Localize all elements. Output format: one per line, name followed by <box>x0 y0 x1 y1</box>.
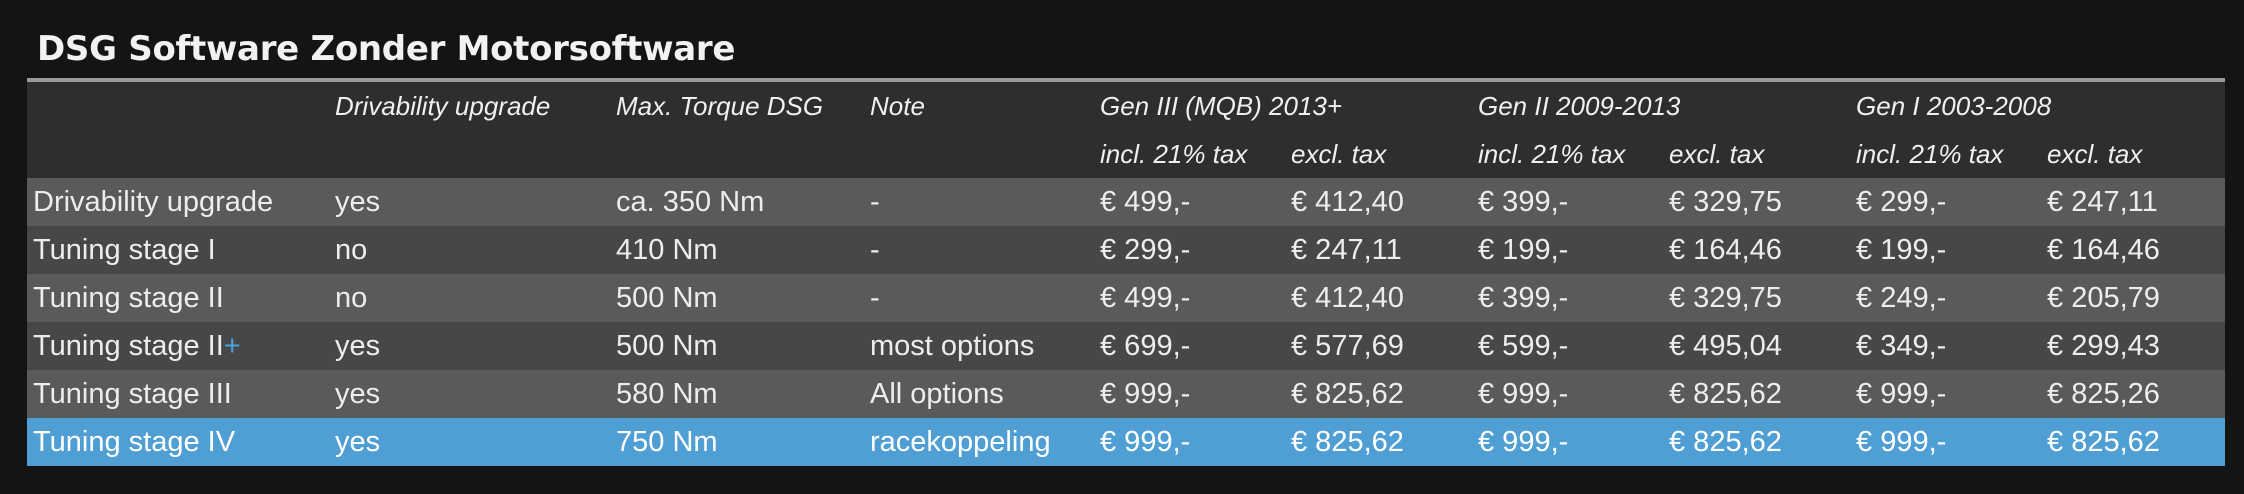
row-gen1-excl: € 205,79 <box>2047 281 2160 314</box>
row-torque: 750 Nm <box>616 425 718 458</box>
row-note: most options <box>870 329 1035 362</box>
row-gen3-excl: € 412,40 <box>1291 281 1404 314</box>
row-gen3-incl: € 699,- <box>1100 329 1191 362</box>
row-gen2-incl: € 999,- <box>1478 377 1569 410</box>
row-gen3-incl: € 499,- <box>1100 185 1191 218</box>
row-gen1-excl: € 299,43 <box>2047 329 2160 362</box>
row-name: Tuning stage II <box>33 281 224 314</box>
header-cell-empty <box>329 131 610 178</box>
row-gen1-excl: € 247,11 <box>2047 185 2158 218</box>
header-cell-drivability: Drivability upgrade <box>335 91 551 121</box>
pricing-table: Drivability upgrade Max. Torque DSG Note… <box>27 82 2226 466</box>
pricing-panel: DSG Software Zonder Motorsoftware Drivab… <box>27 20 2226 466</box>
row-drivability: no <box>335 233 368 266</box>
row-drivability: yes <box>335 377 381 410</box>
row-name: Tuning stage III <box>33 377 232 410</box>
row-gen2-incl: € 199,- <box>1478 233 1569 266</box>
header-cell-gen2-incl: incl. 21% tax <box>1478 139 1626 169</box>
table-body: Drivability upgrade yes ca. 350 Nm - € 4… <box>27 178 2226 466</box>
header-cell-note: Note <box>870 91 925 121</box>
table-row[interactable]: Tuning stage I no 410 Nm - € 299,- € 247… <box>27 226 2226 274</box>
table-row[interactable]: Drivability upgrade yes ca. 350 Nm - € 4… <box>27 178 2226 226</box>
header-cell-gen1: Gen I 2003-2008 <box>1856 91 2052 121</box>
row-torque: 500 Nm <box>616 329 718 362</box>
header-cell-name <box>27 82 329 131</box>
row-gen3-incl: € 999,- <box>1100 425 1191 458</box>
row-name: Tuning stage I <box>33 233 216 266</box>
row-note: racekoppeling <box>870 425 1051 458</box>
table-header: Drivability upgrade Max. Torque DSG Note… <box>27 82 2226 178</box>
header-cell-empty <box>27 131 329 178</box>
row-gen1-incl: € 299,- <box>1856 185 1947 218</box>
row-gen2-excl: € 164,46 <box>1669 233 1782 266</box>
row-gen3-excl: € 577,69 <box>1291 329 1404 362</box>
header-cell-gen1-incl: incl. 21% tax <box>1856 139 2004 169</box>
row-gen1-incl: € 999,- <box>1856 377 1947 410</box>
row-torque: 410 Nm <box>616 233 718 266</box>
page-title: DSG Software Zonder Motorsoftware <box>37 29 736 69</box>
header-cell-torque: Max. Torque DSG <box>616 91 824 121</box>
header-cell-empty <box>610 131 864 178</box>
row-gen1-excl: € 164,46 <box>2047 233 2160 266</box>
row-gen2-incl: € 999,- <box>1478 425 1569 458</box>
row-torque: 580 Nm <box>616 377 718 410</box>
header-cell-gen2-excl: excl. tax <box>1669 139 1765 169</box>
row-gen3-incl: € 999,- <box>1100 377 1191 410</box>
row-gen2-incl: € 399,- <box>1478 281 1569 314</box>
row-gen3-excl: € 825,62 <box>1291 377 1404 410</box>
row-gen1-incl: € 249,- <box>1856 281 1947 314</box>
row-gen1-excl: € 825,62 <box>2047 425 2160 458</box>
header-cell-gen3: Gen III (MQB) 2013+ <box>1100 91 1343 121</box>
row-gen2-incl: € 599,- <box>1478 329 1569 362</box>
row-gen3-incl: € 299,- <box>1100 233 1191 266</box>
row-gen2-excl: € 825,62 <box>1669 377 1782 410</box>
row-drivability: yes <box>335 185 381 218</box>
row-gen2-excl: € 825,62 <box>1669 425 1782 458</box>
row-gen2-excl: € 495,04 <box>1669 329 1782 362</box>
header-row-secondary: incl. 21% tax excl. tax incl. 21% tax ex… <box>27 131 2226 178</box>
header-cell-gen2: Gen II 2009-2013 <box>1478 91 1681 121</box>
row-drivability: yes <box>335 329 381 362</box>
table-row[interactable]: Tuning stage II no 500 Nm - € 499,- € 41… <box>27 274 2226 322</box>
row-gen1-excl: € 825,26 <box>2047 377 2160 410</box>
row-note: - <box>870 281 880 314</box>
header-cell-gen3-excl: excl. tax <box>1291 139 1387 169</box>
row-gen1-incl: € 199,- <box>1856 233 1947 266</box>
row-note: All options <box>870 377 1004 410</box>
row-gen3-excl: € 412,40 <box>1291 185 1404 218</box>
header-cell-gen1-excl: excl. tax <box>2047 139 2143 169</box>
row-gen1-incl: € 349,- <box>1856 329 1947 362</box>
row-gen2-incl: € 399,- <box>1478 185 1569 218</box>
row-gen2-excl: € 329,75 <box>1669 281 1782 314</box>
row-note: - <box>870 185 880 218</box>
header-cell-gen3-incl: incl. 21% tax <box>1100 139 1248 169</box>
table-row[interactable]: Tuning stage II+ yes 500 Nm most options… <box>27 322 2226 370</box>
row-gen3-incl: € 499,- <box>1100 281 1191 314</box>
header-row-primary: Drivability upgrade Max. Torque DSG Note… <box>27 82 2226 131</box>
table-row-selected[interactable]: Tuning stage IV yes 750 Nm racekoppeling… <box>27 418 2226 466</box>
row-gen2-excl: € 329,75 <box>1669 185 1782 218</box>
row-drivability: yes <box>335 425 381 458</box>
table-row[interactable]: Tuning stage III yes 580 Nm All options … <box>27 370 2226 418</box>
row-torque: 500 Nm <box>616 281 718 314</box>
row-name: Drivability upgrade <box>33 185 274 218</box>
row-drivability: no <box>335 281 368 314</box>
row-note: - <box>870 233 880 266</box>
title-divider <box>27 78 2225 82</box>
row-torque: ca. 350 Nm <box>616 185 765 218</box>
row-gen3-excl: € 825,62 <box>1291 425 1404 458</box>
plus-badge: + <box>223 329 241 362</box>
row-name: Tuning stage IV <box>33 425 236 458</box>
row-gen3-excl: € 247,11 <box>1291 233 1402 266</box>
row-name: Tuning stage II+ <box>33 329 241 362</box>
header-cell-empty <box>864 131 1094 178</box>
row-gen1-incl: € 999,- <box>1856 425 1947 458</box>
